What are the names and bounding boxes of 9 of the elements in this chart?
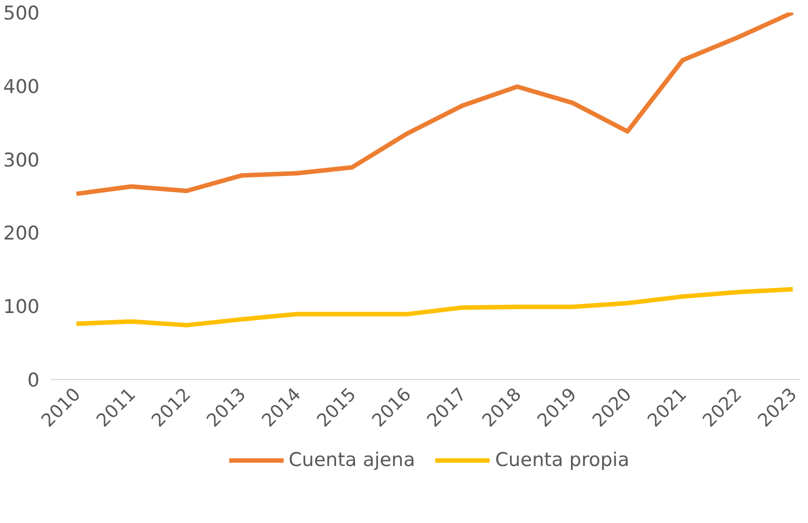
y-tick-label: 0 bbox=[27, 370, 40, 392]
y-tick-label: 300 bbox=[3, 149, 40, 172]
y-tick-label: 400 bbox=[3, 76, 40, 98]
line-series bbox=[74, 12, 796, 196]
y-tick-label: 100 bbox=[3, 296, 40, 318]
y-tick-label: 500 bbox=[3, 2, 40, 24]
y-tick-label: 200 bbox=[3, 222, 40, 245]
legend-label: Cuenta ajena bbox=[288, 449, 416, 471]
legend-label: Cuenta propia bbox=[495, 449, 630, 471]
